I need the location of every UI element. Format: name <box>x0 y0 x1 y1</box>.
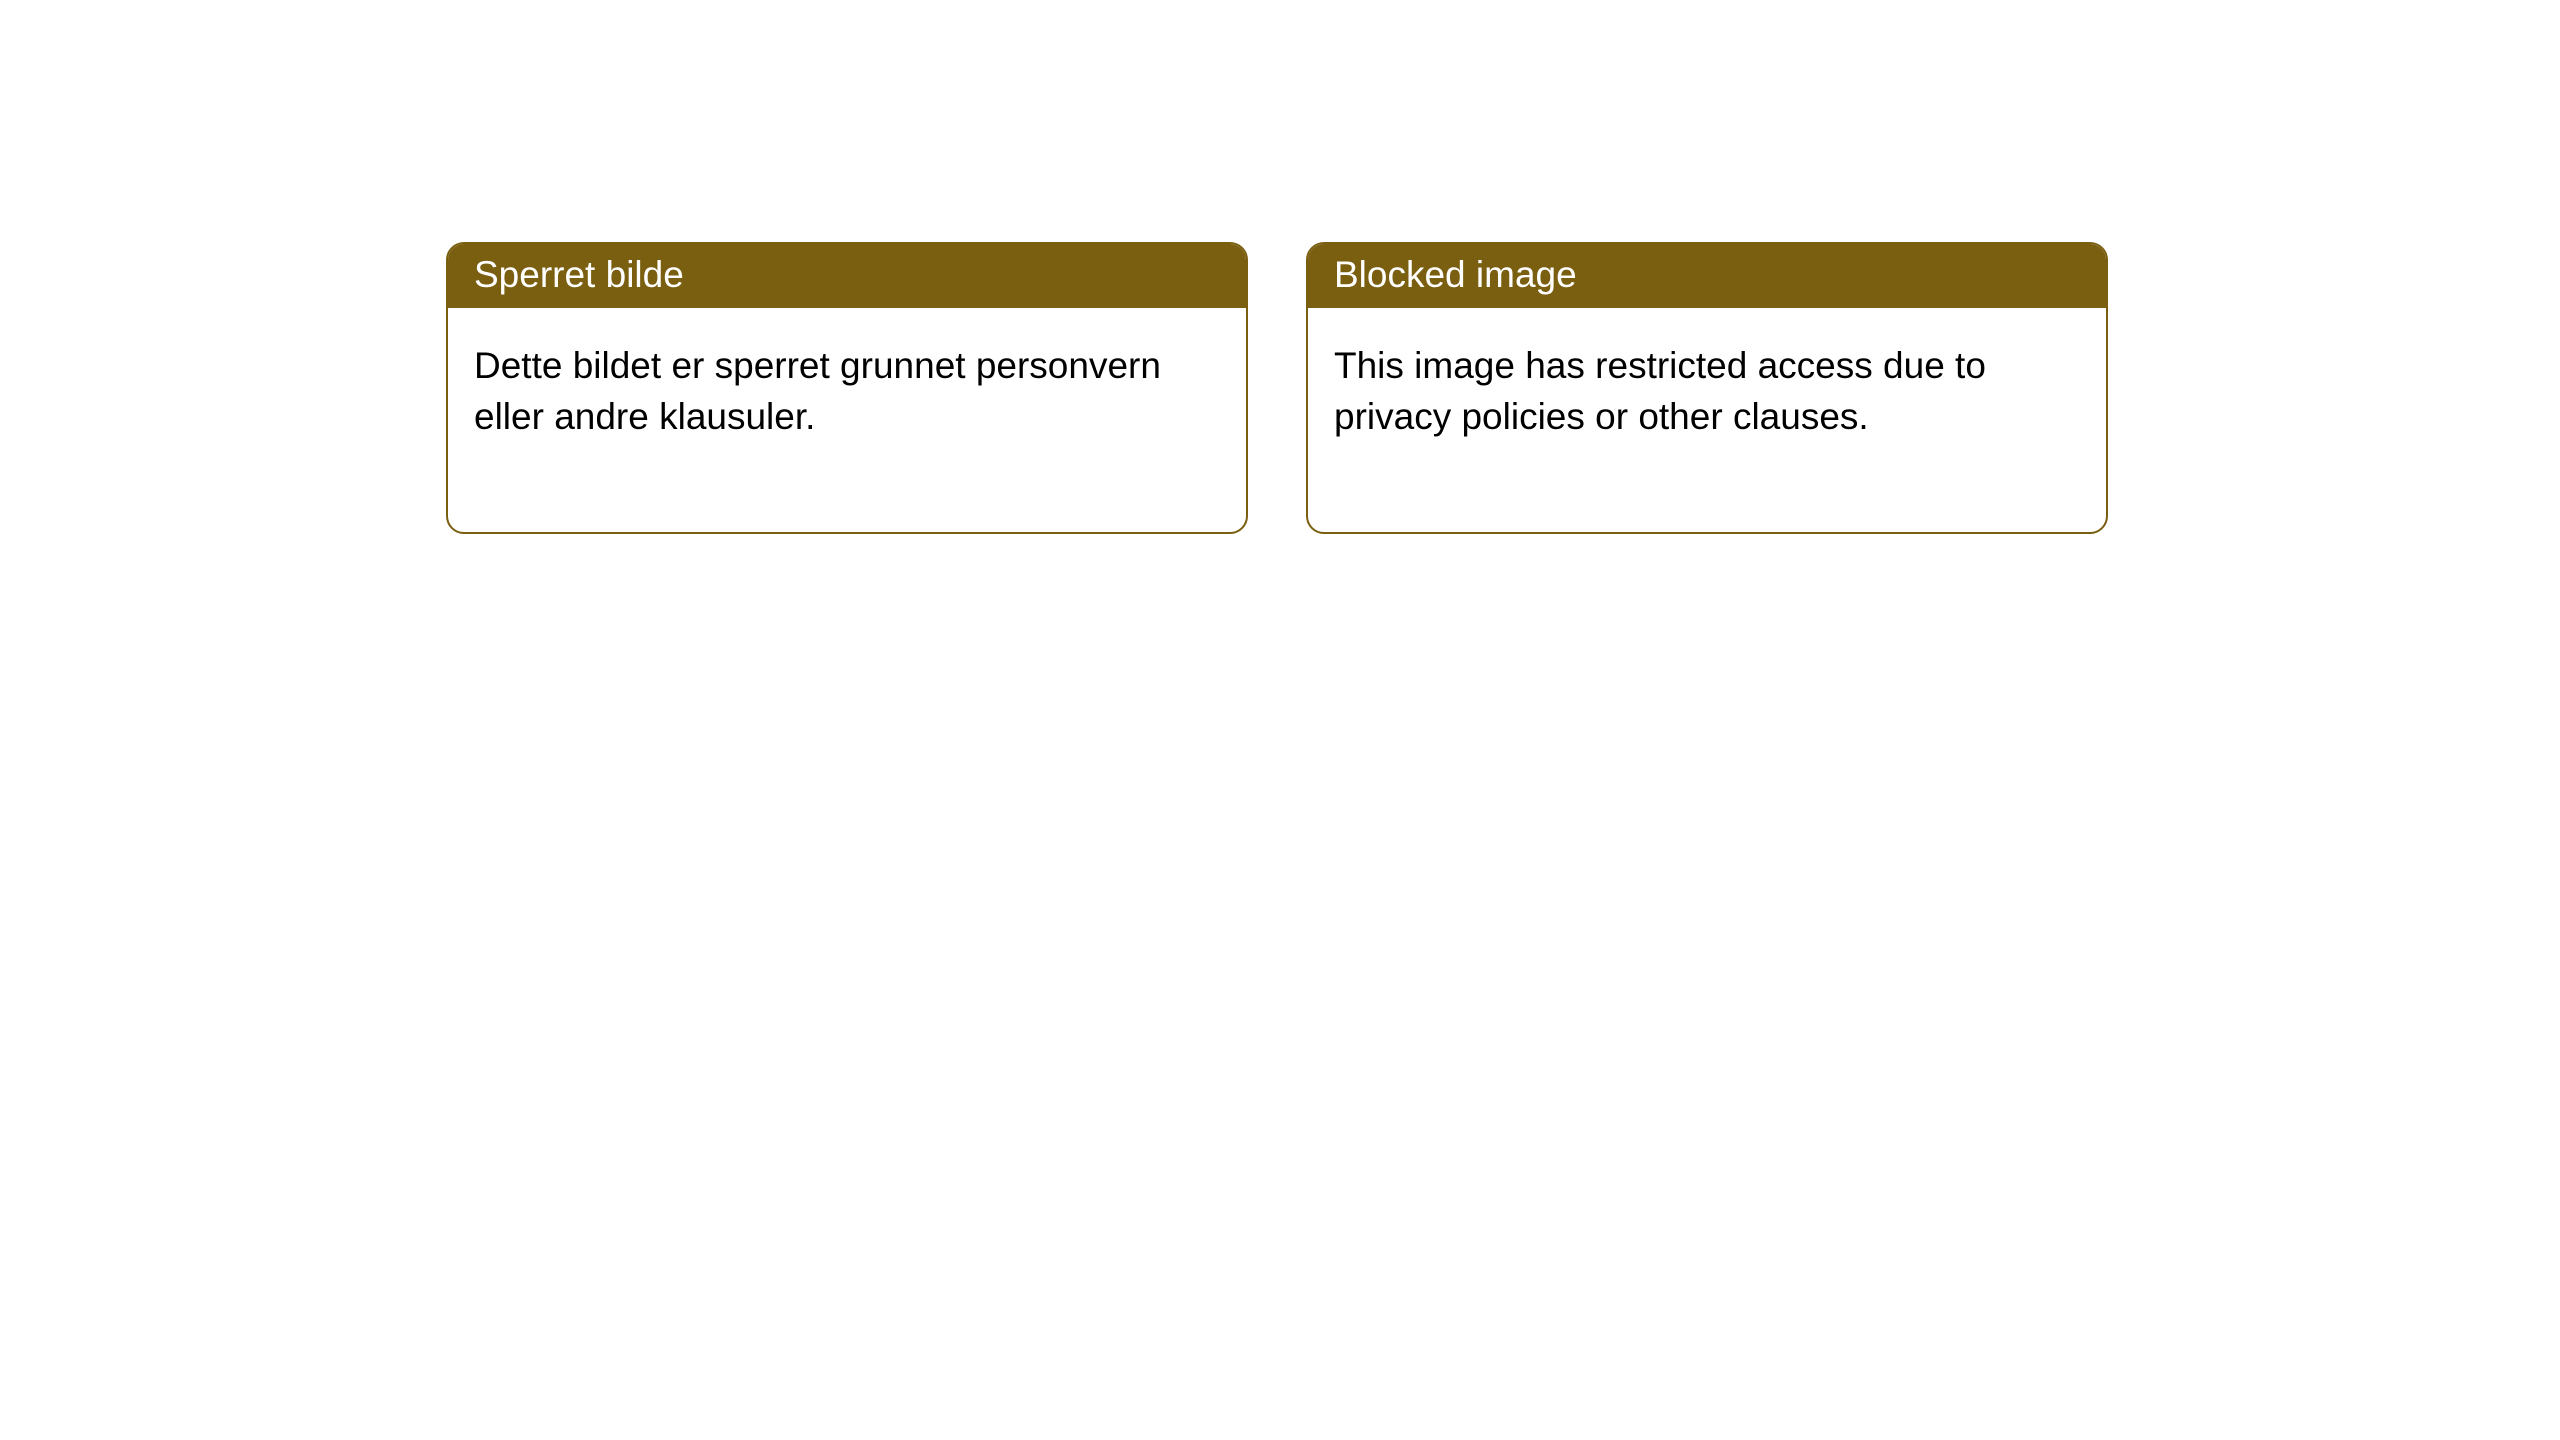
notice-body: Dette bildet er sperret grunnet personve… <box>448 308 1246 532</box>
notice-header: Blocked image <box>1308 244 2106 308</box>
notice-body: This image has restricted access due to … <box>1308 308 2106 532</box>
notice-container: Sperret bilde Dette bildet er sperret gr… <box>0 0 2560 534</box>
notice-card-english: Blocked image This image has restricted … <box>1306 242 2108 534</box>
notice-card-norwegian: Sperret bilde Dette bildet er sperret gr… <box>446 242 1248 534</box>
notice-header: Sperret bilde <box>448 244 1246 308</box>
